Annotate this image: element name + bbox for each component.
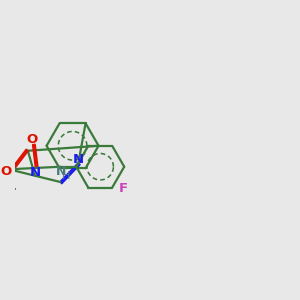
Text: N: N bbox=[56, 165, 67, 178]
Text: O: O bbox=[1, 166, 12, 178]
Text: N: N bbox=[29, 166, 40, 178]
Text: N: N bbox=[73, 152, 84, 166]
Text: O: O bbox=[27, 134, 38, 146]
Text: F: F bbox=[118, 182, 127, 195]
Text: H: H bbox=[61, 171, 70, 181]
